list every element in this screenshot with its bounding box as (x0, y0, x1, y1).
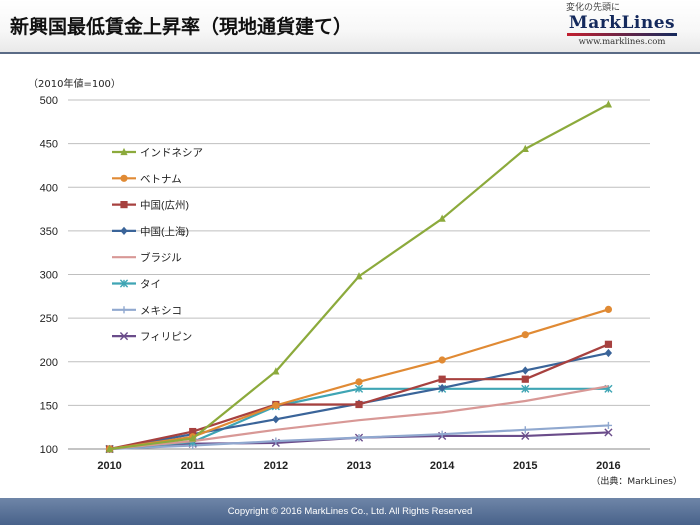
data-point (521, 144, 529, 152)
data-point (604, 348, 613, 358)
data-point (521, 426, 529, 434)
x-tick-label: 2013 (347, 460, 371, 472)
data-point (521, 384, 530, 393)
data-point (354, 384, 364, 393)
data-point (272, 367, 280, 375)
x-tick-label: 2015 (513, 460, 537, 472)
data-point (355, 434, 363, 442)
data-point (438, 430, 446, 438)
y-tick-label: 350 (40, 226, 58, 238)
data-point (272, 437, 280, 445)
y-tick-label: 150 (40, 400, 58, 412)
logo-url: www.marklines.com (578, 37, 666, 47)
legend-marker (120, 201, 128, 209)
x-tick-label: 2010 (97, 460, 121, 472)
source-note: （出典：MarkLines） (591, 477, 682, 487)
data-point (604, 421, 613, 430)
x-tick-label: 2014 (430, 460, 455, 472)
logo-tagline: 変化の先頭に (566, 3, 621, 13)
data-point (355, 378, 363, 386)
legend-marker (120, 147, 128, 156)
y-tick-label: 500 (40, 95, 58, 107)
x-tick-label: 2016 (596, 460, 620, 472)
logo-underline (567, 33, 677, 36)
unit-note: （2010年値=100） (28, 79, 121, 90)
y-tick-label: 450 (40, 139, 58, 151)
data-point (604, 428, 613, 437)
legend-label: ベトナム (140, 173, 182, 185)
legend-label: 中国(広州) (140, 199, 189, 212)
x-tick-label: 2011 (181, 460, 205, 472)
data-point (189, 434, 197, 442)
marklines-logo: 変化の先頭に MarkLines www.marklines.com (562, 3, 682, 47)
y-tick-label: 300 (40, 270, 58, 282)
data-point (272, 401, 280, 409)
data-point (438, 375, 446, 383)
data-point (438, 214, 446, 222)
data-point (521, 431, 530, 441)
data-point (438, 383, 446, 393)
data-point (604, 340, 613, 348)
legend-label: インドネシア (140, 147, 203, 159)
data-point (604, 100, 613, 108)
data-point (272, 415, 280, 424)
y-tick-label: 400 (40, 182, 58, 194)
legend-label: メキシコ (140, 305, 182, 317)
legend-marker (119, 279, 129, 288)
data-point (105, 444, 114, 453)
legend-marker (120, 306, 128, 314)
footer-bar: Copyright © 2016 MarkLines Co., Ltd. All… (0, 498, 700, 525)
legend-label: フィリピン (140, 331, 192, 343)
data-point (604, 305, 613, 313)
header-bar: 新興国最低賃金上昇率（現地通貨建て） 変化の先頭に MarkLines www.… (0, 0, 700, 54)
legend-marker (120, 174, 128, 182)
legend-label: タイ (140, 279, 161, 291)
legend-label: ブラジル (140, 251, 182, 264)
y-tick-label: 200 (40, 357, 58, 369)
data-point (521, 331, 529, 339)
copyright-text: Copyright © 2016 MarkLines Co., Ltd. All… (227, 506, 473, 517)
data-point (438, 356, 446, 364)
x-tick-label: 2012 (264, 460, 288, 472)
data-point (189, 427, 197, 436)
series-line (109, 343, 609, 451)
line-chart: 100 150 200 250 300 350 400 450 500 2010 2011 2012 2… (40, 95, 650, 472)
data-point (355, 400, 363, 409)
legend-marker (119, 332, 129, 341)
data-point (521, 366, 529, 375)
legend-marker (120, 226, 128, 235)
legend-label: 中国(上海) (140, 225, 189, 238)
page-title: 新興国最低賃金上昇率（現地通貨建て） (10, 16, 353, 38)
logo-name: MarkLines (568, 13, 676, 33)
y-tick-label: 100 (40, 444, 58, 456)
data-point (521, 375, 529, 383)
data-point (355, 272, 363, 280)
y-tick-label: 250 (40, 313, 58, 325)
